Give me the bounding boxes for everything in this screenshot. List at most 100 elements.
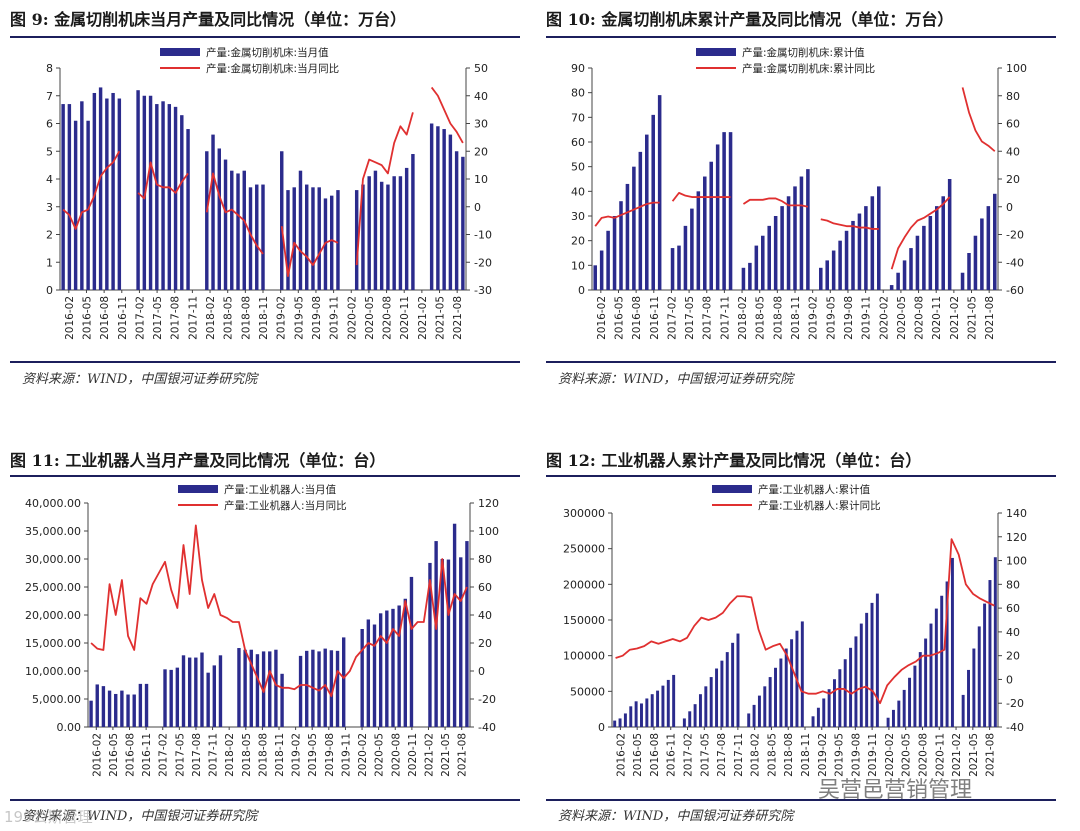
data-bar (934, 608, 938, 727)
right-tick-label: -30 (474, 284, 492, 297)
data-bar (292, 187, 296, 290)
x-tick-label: 2019-08 (324, 733, 336, 777)
data-bar (945, 581, 949, 727)
right-tick-label: 20 (474, 145, 488, 158)
data-bar (886, 717, 890, 727)
data-bar (101, 686, 106, 727)
data-bar (144, 683, 149, 727)
data-bar (672, 674, 676, 727)
data-bar (167, 104, 172, 290)
x-tick-label: 2021-05 (435, 296, 447, 340)
left-tick-label: 0 (598, 721, 605, 734)
chart-area: 0 50000 100000 150000 200000 250000 300000 -40 -… (563, 483, 1027, 777)
data-bar (806, 169, 810, 290)
data-line (594, 201, 660, 227)
right-tick-label: 30 (474, 118, 488, 131)
right-tick-label: -10 (474, 229, 492, 242)
data-bar (838, 240, 842, 290)
data-bar (690, 208, 694, 290)
data-bar (385, 610, 389, 727)
left-tick-label: 200000 (563, 578, 605, 591)
legend-line-label: 产量:金属切削机床:当月同比 (206, 62, 339, 75)
right-tick-label: -20 (1006, 229, 1024, 242)
data-bar (120, 690, 124, 727)
data-bar (983, 603, 987, 727)
data-bar (703, 176, 707, 290)
data-bar (446, 559, 451, 727)
x-tick-label: 2020-08 (914, 296, 926, 340)
data-bar (619, 201, 623, 290)
data-bar (736, 633, 740, 727)
data-bar (902, 260, 907, 290)
data-bar (677, 245, 681, 290)
data-bar (175, 667, 180, 727)
data-bar (960, 272, 965, 290)
data-bar (205, 151, 209, 290)
data-bar (725, 652, 729, 727)
data-bar (452, 523, 457, 727)
data-bar (918, 652, 922, 727)
data-line (355, 112, 414, 266)
x-tick-label: 2019-11 (867, 733, 879, 777)
data-bar (715, 668, 719, 727)
data-bar (825, 260, 829, 290)
data-bar (280, 151, 284, 290)
data-bar (891, 709, 895, 727)
data-bar (768, 677, 772, 727)
data-bar (774, 667, 777, 727)
data-bar (61, 104, 65, 290)
data-bar (752, 704, 756, 727)
source-note: 资料来源：WIND，中国银河证券研究院 (22, 372, 258, 387)
right-tick-label: 50 (474, 62, 488, 75)
data-bar (940, 595, 944, 727)
x-tick-label: 2016-05 (632, 733, 644, 777)
x-tick-label: 2018-11 (790, 296, 802, 340)
x-tick-label: 2019-05 (307, 733, 319, 777)
data-bar (779, 658, 783, 727)
left-tick-label: 20,000.00 (25, 609, 81, 622)
chart-title: 图 10: 金属切削机床累计产量及同比情况（单位：万台） (546, 10, 954, 29)
data-bar (696, 191, 701, 290)
data-bar (784, 648, 788, 727)
x-tick-label: 2020-11 (931, 296, 943, 340)
chart-panel-4: 图 12: 工业机器人累计产量及同比情况（单位：台） 0 50000 100000 1… (546, 447, 1056, 827)
data-bar (459, 557, 463, 727)
x-tick-label: 2020-02 (884, 733, 896, 777)
data-bar (409, 576, 414, 727)
data-bar (670, 248, 675, 290)
data-bar (811, 716, 815, 727)
data-bar (780, 206, 784, 290)
left-tick-label: 90 (571, 62, 585, 75)
right-tick-label: 20 (1006, 173, 1020, 186)
x-tick-label: 2018-08 (772, 296, 784, 340)
data-bar (790, 639, 794, 727)
data-bar (114, 693, 118, 727)
legend-bar-label: 产量:工业机器人:当月值 (224, 483, 337, 496)
data-bar (650, 694, 654, 727)
data-bar (180, 115, 184, 291)
x-tick-label: 2021-05 (968, 733, 980, 777)
data-line (890, 196, 951, 270)
data-bar (720, 660, 724, 727)
data-bar (218, 655, 223, 727)
x-tick-label: 2020-11 (407, 733, 419, 777)
left-tick-label: 6 (46, 118, 53, 131)
data-bar (929, 623, 933, 727)
data-bar (693, 704, 697, 727)
data-bar (657, 95, 662, 290)
data-bar (397, 605, 401, 727)
chart-title: 图 12: 工业机器人累计产量及同比情况（单位：台） (546, 451, 922, 470)
data-bar (747, 713, 751, 727)
data-bar (305, 650, 309, 727)
data-bar (618, 718, 622, 727)
data-bar (709, 161, 713, 290)
data-bar (656, 690, 660, 727)
x-tick-label: 2020-08 (382, 296, 394, 340)
source-note: 资料来源：WIND，中国银河证券研究院 (558, 809, 794, 824)
left-tick-label: 80 (571, 87, 585, 100)
data-bar (793, 186, 797, 290)
left-tick-label: 0.00 (57, 721, 82, 734)
left-tick-label: 1 (46, 256, 53, 269)
data-bar (136, 90, 140, 290)
data-bar (305, 184, 309, 290)
